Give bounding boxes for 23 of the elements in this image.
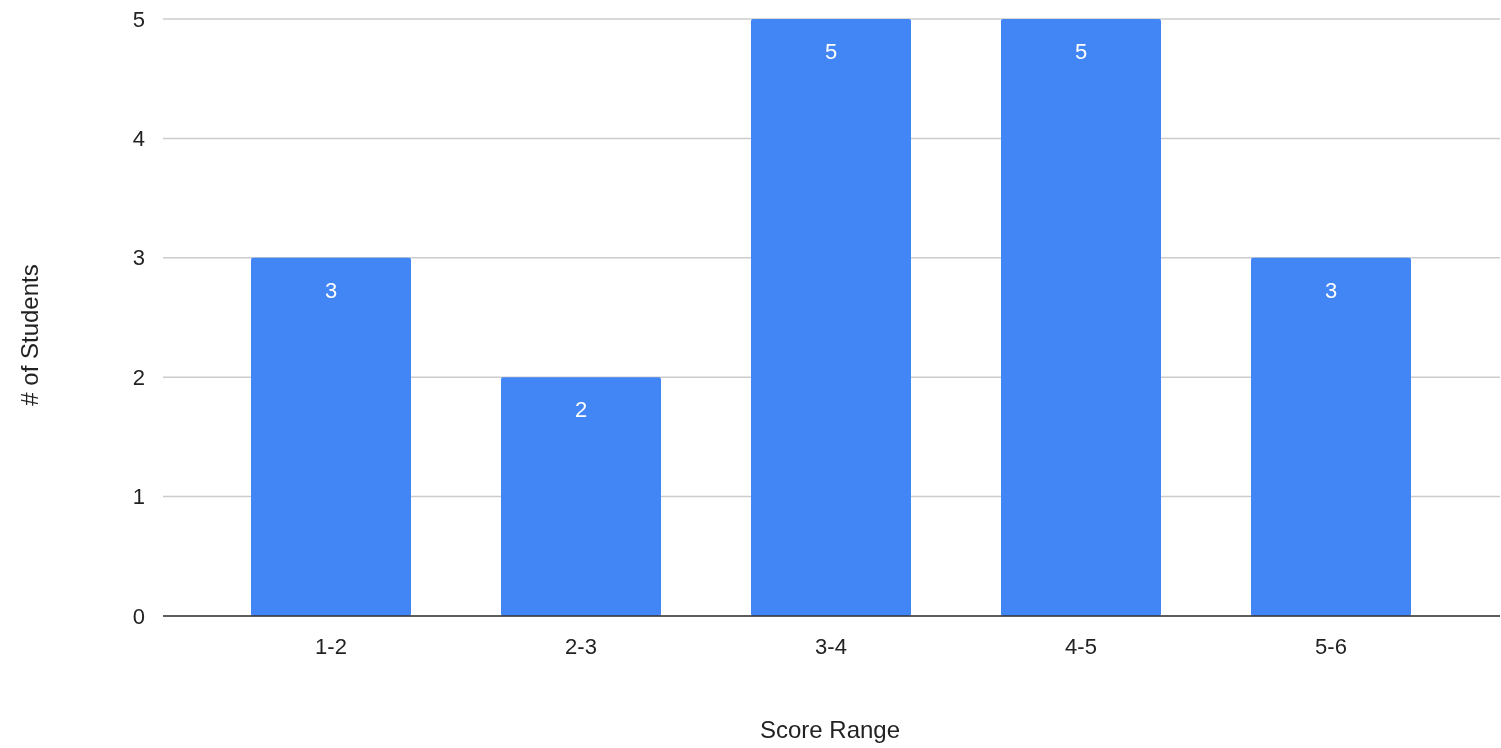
- y-tick-label: 5: [132, 6, 145, 32]
- y-tick-label: 4: [132, 125, 145, 151]
- y-tick-label: 1: [132, 484, 145, 510]
- data-label: 3: [324, 277, 338, 303]
- x-tick-label: 1-2: [315, 633, 347, 659]
- bar: [501, 377, 661, 616]
- x-tick-label: 3-4: [815, 633, 847, 659]
- x-axis-title: Score Range: [759, 716, 901, 743]
- data-label: 2: [574, 397, 588, 423]
- bar: [1251, 257, 1411, 616]
- data-label: 5: [1074, 39, 1088, 64]
- x-tick-label: 5-6: [1315, 633, 1347, 659]
- y-axis-title: # of Students: [16, 264, 43, 406]
- bar: [251, 257, 411, 616]
- x-tick-label: 2-3: [565, 633, 597, 659]
- bar: [1001, 19, 1161, 616]
- y-tick-label: 0: [132, 603, 145, 629]
- bar: [751, 19, 911, 616]
- data-label: 5: [824, 39, 838, 64]
- data-label: 3: [1324, 277, 1338, 303]
- x-tick-label: 4-5: [1065, 633, 1097, 659]
- y-tick-label: 2: [132, 364, 145, 390]
- y-tick-label: 3: [132, 245, 145, 271]
